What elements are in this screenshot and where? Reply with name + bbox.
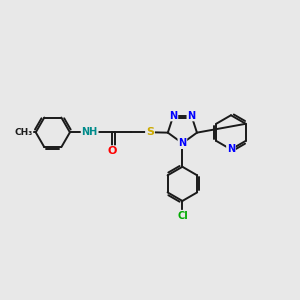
Text: NH: NH [82,127,98,137]
Text: N: N [169,110,178,121]
Text: Cl: Cl [177,211,188,221]
Text: N: N [227,144,235,154]
Text: S: S [146,127,154,137]
Text: CH₃: CH₃ [14,128,32,137]
Text: N: N [187,110,196,121]
Text: N: N [178,138,187,148]
Text: O: O [107,146,116,156]
